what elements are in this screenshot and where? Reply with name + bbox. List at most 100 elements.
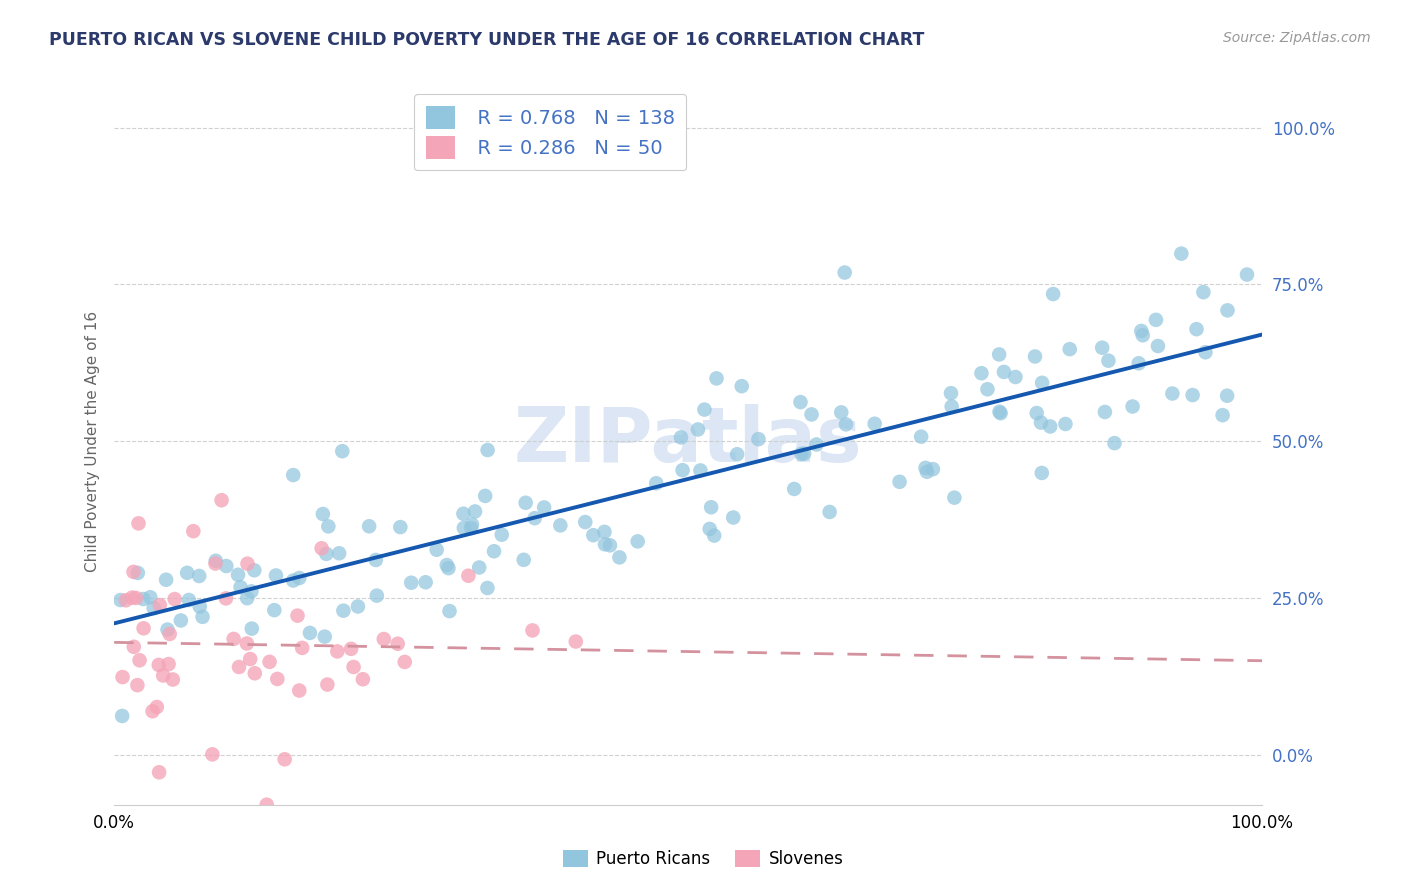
Point xyxy=(793,446,815,460)
Point xyxy=(288,683,311,698)
Point xyxy=(148,657,170,672)
Point xyxy=(228,660,250,674)
Point xyxy=(1170,246,1192,260)
Point xyxy=(1216,389,1239,403)
Point xyxy=(115,593,138,607)
Point xyxy=(988,347,1011,361)
Point xyxy=(312,507,335,521)
Point xyxy=(922,462,945,476)
Point xyxy=(686,422,709,436)
Point xyxy=(915,465,938,479)
Point xyxy=(215,559,238,574)
Point xyxy=(364,553,387,567)
Point xyxy=(818,505,841,519)
Point xyxy=(533,500,555,515)
Point xyxy=(593,537,616,551)
Point xyxy=(482,544,505,558)
Point xyxy=(747,432,769,446)
Point xyxy=(939,386,962,401)
Point xyxy=(326,644,349,658)
Point xyxy=(627,534,650,549)
Point xyxy=(318,519,340,533)
Text: ZIPatlas: ZIPatlas xyxy=(513,404,862,478)
Point xyxy=(1128,356,1150,370)
Point xyxy=(1132,328,1154,343)
Point xyxy=(170,614,193,628)
Point xyxy=(122,565,145,579)
Point xyxy=(706,371,728,385)
Point xyxy=(283,574,305,588)
Point xyxy=(155,573,177,587)
Point xyxy=(1039,419,1062,434)
Point xyxy=(127,566,149,580)
Point xyxy=(266,672,288,686)
Point xyxy=(122,640,145,654)
Point xyxy=(394,655,416,669)
Point xyxy=(1161,386,1184,401)
Point xyxy=(211,493,233,508)
Point xyxy=(110,593,132,607)
Point xyxy=(291,640,314,655)
Point xyxy=(149,598,172,612)
Point xyxy=(146,700,169,714)
Point xyxy=(287,608,309,623)
Point xyxy=(330,444,353,458)
Point xyxy=(453,507,475,521)
Point xyxy=(1094,405,1116,419)
Point xyxy=(156,623,179,637)
Point xyxy=(830,405,852,419)
Point xyxy=(328,546,350,560)
Point xyxy=(177,593,200,607)
Point xyxy=(976,382,998,396)
Point xyxy=(142,601,165,615)
Point xyxy=(222,632,245,646)
Point xyxy=(783,482,806,496)
Point xyxy=(453,521,475,535)
Point xyxy=(593,524,616,539)
Point xyxy=(314,630,336,644)
Point xyxy=(298,626,321,640)
Point xyxy=(725,447,748,461)
Point xyxy=(204,557,226,571)
Point xyxy=(332,604,354,618)
Point xyxy=(157,657,180,671)
Point xyxy=(582,528,605,542)
Point xyxy=(188,569,211,583)
Point xyxy=(941,400,963,414)
Point xyxy=(1097,353,1119,368)
Point xyxy=(437,561,460,575)
Point xyxy=(1147,339,1170,353)
Point xyxy=(128,653,150,667)
Point xyxy=(311,541,333,556)
Point xyxy=(522,624,544,638)
Point xyxy=(889,475,911,489)
Point xyxy=(599,538,621,552)
Point xyxy=(399,575,422,590)
Point xyxy=(1236,268,1258,282)
Point xyxy=(970,366,993,380)
Point xyxy=(204,554,226,568)
Point xyxy=(121,591,143,605)
Point xyxy=(125,591,148,605)
Point xyxy=(835,417,858,432)
Point xyxy=(790,447,813,461)
Point xyxy=(863,417,886,431)
Point xyxy=(1031,466,1053,480)
Point xyxy=(910,430,932,444)
Point xyxy=(461,517,484,532)
Point xyxy=(159,627,181,641)
Point xyxy=(366,589,388,603)
Point xyxy=(352,672,374,686)
Point xyxy=(359,519,381,533)
Point xyxy=(387,637,409,651)
Point xyxy=(426,542,449,557)
Point xyxy=(723,510,745,524)
Point xyxy=(988,405,1011,419)
Point xyxy=(240,584,263,599)
Point xyxy=(1185,322,1208,336)
Point xyxy=(477,443,499,458)
Point xyxy=(191,610,214,624)
Point xyxy=(1181,388,1204,402)
Point xyxy=(789,395,811,409)
Legend: Puerto Ricans, Slovenes: Puerto Ricans, Slovenes xyxy=(555,843,851,875)
